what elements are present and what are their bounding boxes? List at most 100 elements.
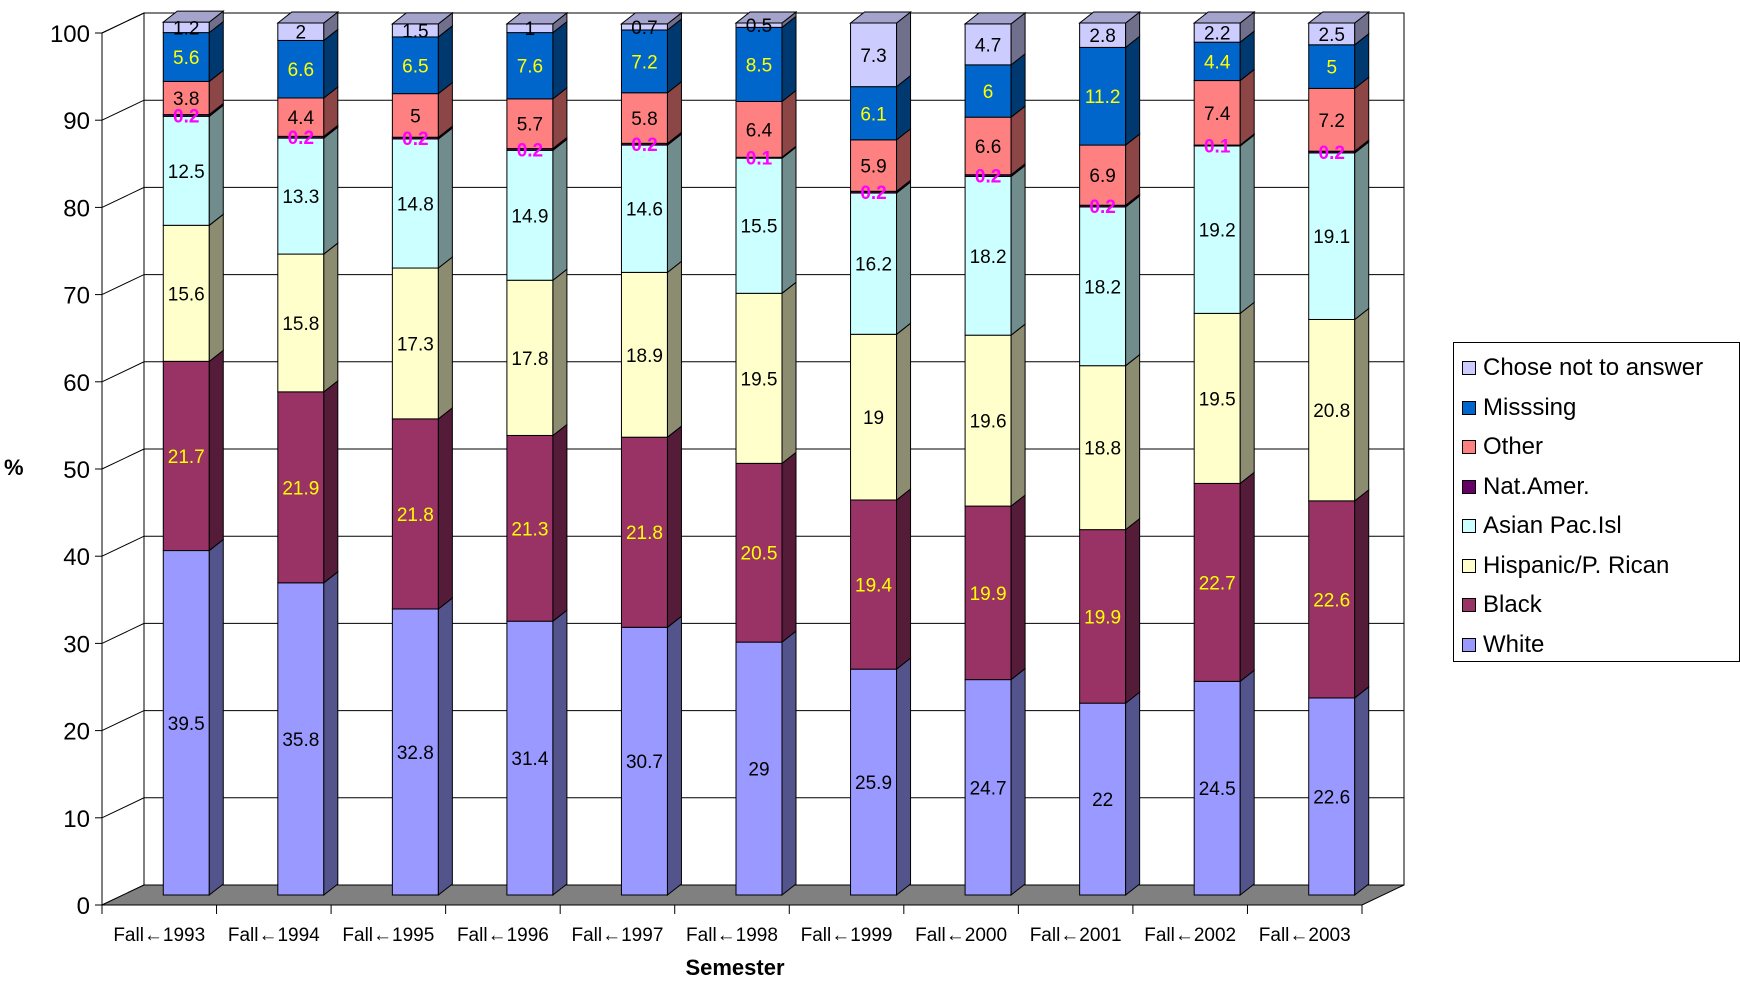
- data-label: 19: [863, 408, 884, 429]
- bar-top: [1192, 11, 1256, 24]
- bar-segment-side: [437, 24, 453, 95]
- data-label: 6.1: [860, 104, 886, 125]
- data-label: 1.2: [173, 18, 199, 39]
- bar-segment: [735, 157, 783, 294]
- x-tick-label: Fall←1996: [457, 925, 549, 946]
- data-label: 19.2: [1199, 221, 1236, 242]
- data-label: 5: [1326, 58, 1337, 79]
- data-label: 2.2: [1204, 24, 1230, 45]
- bar-segment-side: [896, 181, 912, 336]
- bar-top: [161, 10, 225, 23]
- bar-segment: [1308, 152, 1356, 320]
- legend-item: Misssing: [1462, 393, 1576, 423]
- bar-segment: [1308, 500, 1356, 699]
- data-label: 6.9: [1089, 166, 1115, 187]
- bar-segment: [620, 271, 668, 438]
- bar-segment-side: [1125, 35, 1141, 147]
- bar-segment: [391, 267, 439, 420]
- data-label: 14.9: [511, 206, 548, 227]
- bar-top: [1078, 11, 1142, 24]
- legend-label: Other: [1483, 433, 1544, 460]
- legend-item: Other: [1462, 432, 1543, 462]
- bar-segment: [277, 582, 325, 896]
- bar-segment: [850, 499, 898, 670]
- data-label: 39.5: [168, 714, 205, 735]
- bar-segment: [964, 116, 1012, 176]
- bar-segment-side: [1125, 353, 1141, 531]
- bar-segment: [1079, 702, 1127, 896]
- legend-label: Hispanic/P. Rican: [1483, 551, 1670, 579]
- bar-segment-side: [1010, 494, 1026, 681]
- bar-segment-side: [1354, 307, 1370, 502]
- data-label: 13.3: [282, 187, 319, 208]
- x-tick-label: Fall←1998: [686, 925, 778, 946]
- data-label: 15.5: [741, 217, 778, 238]
- legend-item: Asian Pac.Isl: [1462, 511, 1622, 541]
- bar-segment-side: [323, 242, 339, 393]
- data-label: 11.2: [1085, 87, 1121, 108]
- bar-segment-side: [896, 322, 912, 502]
- y-tick-label: 80: [63, 195, 90, 222]
- bar-segment-side: [666, 17, 682, 94]
- legend-swatch: [1462, 361, 1476, 375]
- bar-segment: [1193, 680, 1241, 896]
- data-label: 20.8: [1313, 401, 1350, 422]
- data-label: 0.2: [402, 129, 428, 150]
- data-label: 35.8: [282, 730, 319, 751]
- bar-segment-side: [1239, 133, 1255, 315]
- bar-segment: [620, 144, 668, 273]
- data-label: 22: [1092, 790, 1113, 811]
- bar-segment-side: [208, 349, 224, 552]
- bar-segment-side: [666, 133, 682, 274]
- bar-segment: [506, 149, 554, 281]
- bar-segment-side: [1354, 76, 1370, 153]
- bar-top: [505, 12, 569, 25]
- bar-segment-side: [781, 451, 797, 644]
- bar-segment-side: [552, 609, 568, 897]
- y-tick-label: 70: [63, 283, 90, 310]
- data-label: 7.2: [631, 52, 657, 73]
- legend-label: Asian Pac.Isl: [1483, 512, 1622, 539]
- data-label: 18.9: [626, 346, 663, 367]
- bar-segment-side: [781, 281, 797, 465]
- bar-segment-side: [781, 15, 797, 103]
- data-label: 5.8: [631, 109, 657, 130]
- data-label: 0.2: [631, 135, 657, 156]
- bar-segment-side: [552, 268, 568, 437]
- legend-swatch: [1462, 637, 1476, 652]
- data-label: 22.6: [1313, 590, 1350, 611]
- bar-top: [849, 11, 912, 24]
- data-label: 7.6: [517, 57, 543, 78]
- data-label: 1: [525, 19, 536, 40]
- bar-segment: [735, 292, 783, 464]
- bar-segment: [620, 92, 668, 144]
- data-label: 21.9: [282, 478, 319, 499]
- bar-segment: [506, 279, 554, 436]
- data-label: 19.6: [970, 412, 1007, 433]
- bar-segment: [391, 418, 439, 610]
- data-label: 19.1: [1313, 227, 1350, 248]
- y-tick-label: 10: [63, 806, 90, 833]
- bar-segment: [391, 36, 439, 95]
- data-label: 6.5: [402, 56, 428, 77]
- data-label: 18.2: [1084, 277, 1121, 298]
- bar-segment: [1308, 318, 1356, 502]
- bar-top: [390, 12, 454, 25]
- bar-segment: [506, 620, 554, 896]
- data-label: 15.8: [282, 314, 319, 335]
- bar-segment-side: [1010, 323, 1026, 508]
- data-label: 2.5: [1319, 25, 1345, 46]
- legend-item: Black: [1462, 590, 1542, 620]
- data-label: 8.5: [746, 55, 772, 76]
- data-label: 4.4: [1204, 52, 1231, 73]
- y-tick-label: 0: [77, 893, 90, 920]
- bar-top: [963, 12, 1027, 25]
- data-label: 16.2: [855, 255, 892, 276]
- bar-segment-side: [208, 538, 224, 897]
- bar-segment: [1079, 206, 1127, 367]
- bar-segment-side: [437, 126, 453, 270]
- bar-segment: [850, 668, 898, 896]
- bar-segment: [162, 224, 210, 362]
- data-label: 0.2: [1319, 143, 1345, 164]
- x-tick-label: Fall←1999: [801, 925, 893, 946]
